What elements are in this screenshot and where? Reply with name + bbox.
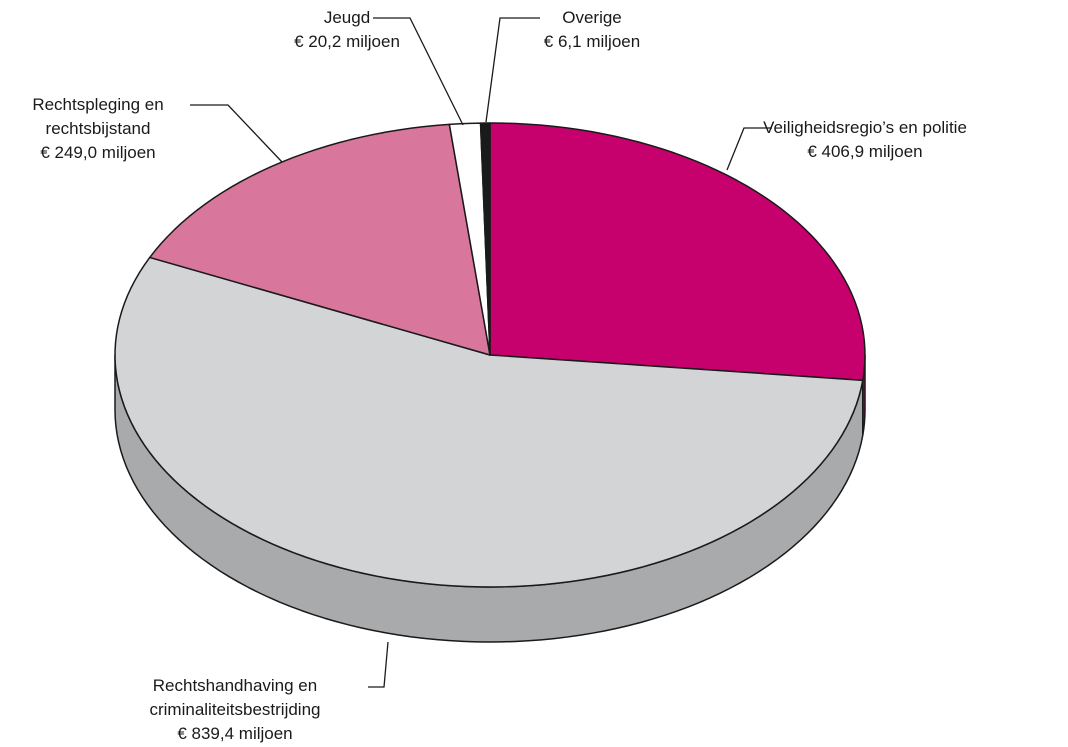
slice-label: Rechtspleging en rechtsbijstand € 249,0 m… xyxy=(3,93,193,165)
slice-value: € 839,4 miljoen xyxy=(177,724,293,743)
leader-line xyxy=(368,641,389,688)
slice-name: Overige xyxy=(562,8,622,27)
slice xyxy=(149,123,491,356)
leader-line xyxy=(190,104,283,163)
slice-label: Jeugd € 20,2 miljoen xyxy=(267,6,427,54)
leader-line xyxy=(485,17,540,123)
slice-name: Rechtspleging en rechtsbijstand xyxy=(32,95,164,138)
slice-value: € 6,1 miljoen xyxy=(543,32,641,51)
slice-label: Veiligheidsregio’s en politie € 406,9 mil… xyxy=(735,116,995,164)
slice-value: € 20,2 miljoen xyxy=(294,32,400,51)
leader-line xyxy=(726,127,772,171)
slice xyxy=(114,256,864,588)
slice-value: € 249,0 miljoen xyxy=(40,143,156,162)
leader-line xyxy=(373,17,464,126)
slice-name: Jeugd xyxy=(323,8,371,27)
slice xyxy=(479,122,491,356)
slice-name: Veiligheidsregio’s en politie xyxy=(763,118,967,137)
slice-label: Overige € 6,1 miljoen xyxy=(512,6,672,54)
slice-value: € 406,9 miljoen xyxy=(807,142,923,161)
slice-label: Rechtshandhaving en criminaliteitsbestri… xyxy=(120,674,350,746)
slice xyxy=(489,122,866,382)
slice-name: Rechtshandhaving en criminaliteitsbestri… xyxy=(149,676,321,719)
